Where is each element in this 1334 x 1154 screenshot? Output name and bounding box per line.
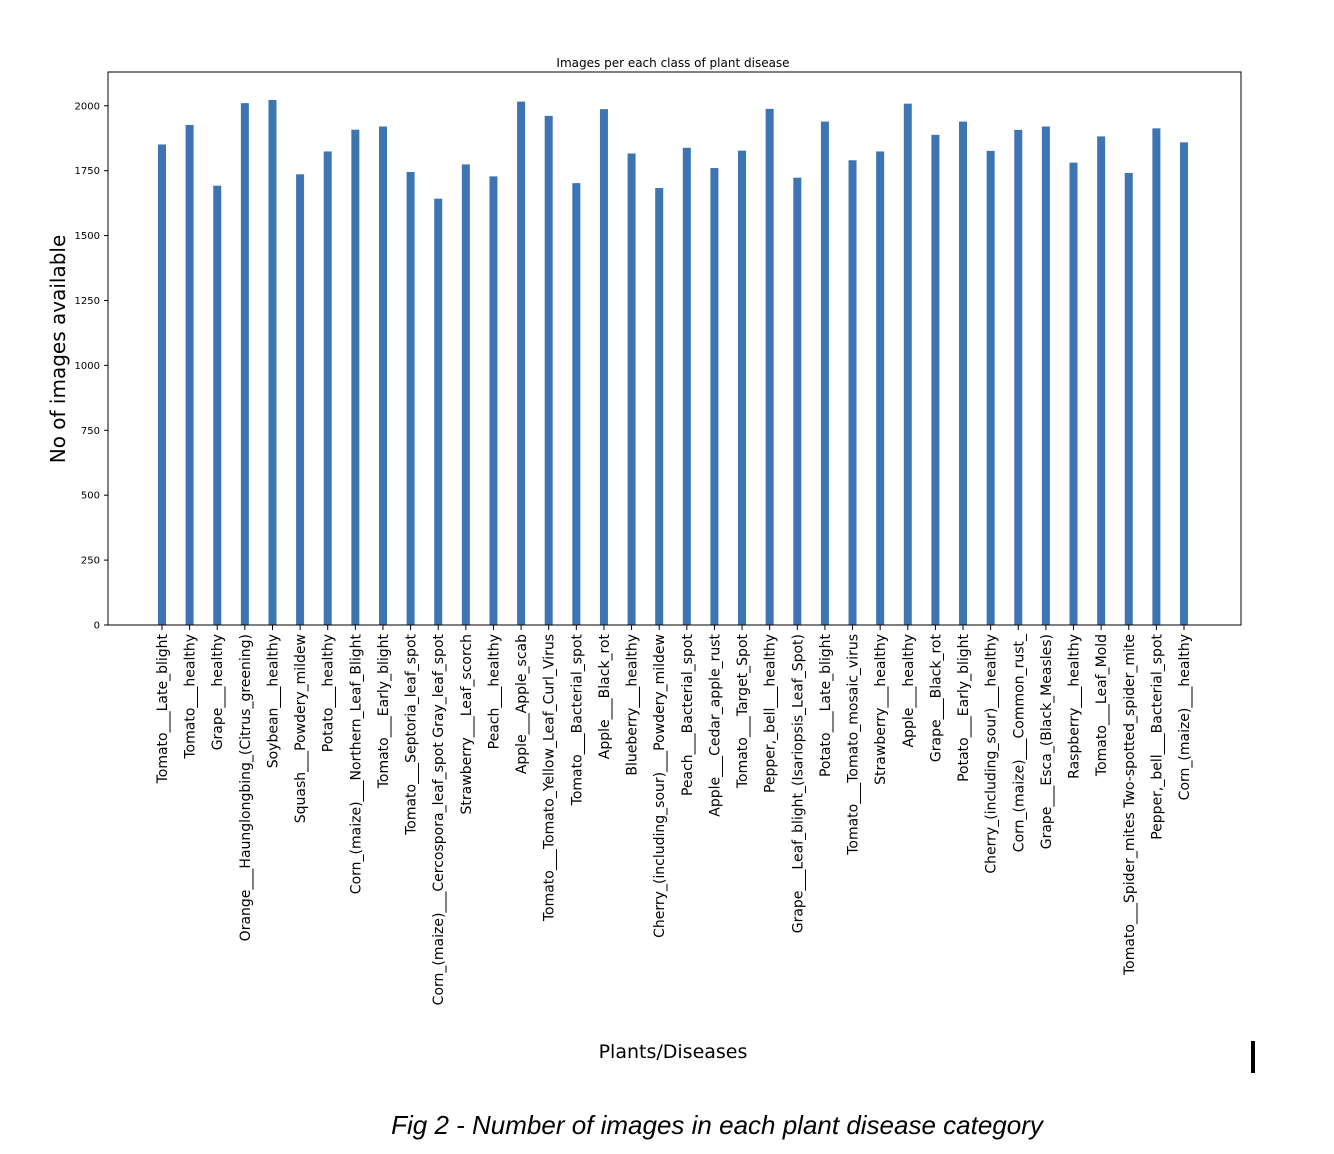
x-tick-label: Raspberry___healthy: [1067, 634, 1083, 779]
bar-15: [572, 183, 581, 625]
bar-21: [738, 150, 747, 626]
bar-22: [765, 108, 774, 626]
bar-13: [517, 101, 526, 626]
bar-10: [434, 198, 443, 625]
chart-title: Images per each class of plant disease: [556, 56, 789, 70]
x-tick-label: Tomato___Target_Spot: [735, 633, 751, 789]
x-axis: Tomato___Late_blight Tomato___healthy Grap…: [155, 625, 1193, 1005]
bar-32: [1041, 126, 1050, 626]
y-axis: 0 250 500 750 1000 1250 1500 1750 2000: [75, 101, 108, 632]
x-tick-label: Tomato___Spider_mites Two-spotted_spider…: [1122, 634, 1138, 976]
bar-16: [599, 109, 608, 625]
y-tick-label: 2000: [75, 101, 100, 112]
x-tick-label: Pepper,_bell___Bacterial_spot: [1149, 633, 1165, 839]
bar-27: [903, 103, 912, 626]
x-tick-label: Apple___Black_rot: [597, 633, 613, 759]
bar-17: [627, 153, 636, 625]
x-tick-label: Orange___Haunglongbing_(Citrus_greening): [238, 634, 254, 941]
bar-23: [793, 177, 802, 626]
x-tick-label: Corn_(maize)___Cercospora_leaf_spot Gray…: [431, 633, 447, 1005]
y-tick-label: 250: [81, 556, 100, 567]
x-tick-label: Pepper,_bell___healthy: [763, 634, 779, 793]
bar-31: [1014, 129, 1023, 625]
bar-24: [820, 121, 829, 625]
bar-2: [213, 185, 222, 625]
bar-18: [655, 188, 664, 626]
bar-29: [959, 121, 968, 625]
bar-9: [406, 171, 415, 625]
bar-12: [489, 176, 498, 625]
bar-33: [1069, 162, 1078, 626]
x-tick-label: Corn_(maize)___Common_rust_: [1011, 633, 1027, 852]
bars-group: [158, 100, 1188, 626]
x-tick-label: Tomato___healthy: [183, 634, 199, 760]
bar-25: [848, 160, 857, 625]
bar-4: [268, 100, 277, 626]
bar-5: [296, 174, 305, 626]
bar-20: [710, 168, 719, 625]
x-tick-label: Tomato___Early_blight: [376, 633, 392, 789]
x-tick-label: Peach___healthy: [486, 634, 502, 749]
bar-26: [876, 151, 885, 625]
y-tick-label: 750: [81, 426, 100, 437]
bar-30: [986, 150, 995, 625]
text-cursor: [1251, 1041, 1255, 1073]
x-tick-label: Cherry_(including_sour)___healthy: [984, 634, 1000, 874]
x-tick-label: Tomato___Tomato_mosaic_virus: [846, 634, 862, 856]
x-tick-label: Tomato___Leaf_Mold: [1094, 634, 1110, 777]
y-tick-label: 0: [94, 621, 100, 632]
x-tick-label: Grape___Esca_(Black_Measles): [1039, 634, 1055, 849]
x-tick-label: Cherry_(including_sour)___Powdery_mildew: [652, 634, 668, 938]
y-axis-label: No of images available: [46, 235, 70, 464]
bar-19: [682, 147, 691, 625]
x-tick-label: Apple___Apple_scab: [514, 634, 530, 774]
x-tick-label: Potato___Early_blight: [956, 633, 972, 781]
x-tick-label: Corn_(maize)___Northern_Leaf_Blight: [348, 634, 364, 895]
x-tick-label: Potato___healthy: [321, 634, 337, 752]
y-tick-label: 1750: [75, 166, 100, 177]
x-tick-label: Apple___Cedar_apple_rust: [707, 633, 723, 816]
x-tick-label: Strawberry___healthy: [873, 634, 889, 785]
bar-chart: Images per each class of plant disease 0…: [46, 56, 1242, 1063]
bar-1: [185, 124, 194, 626]
bar-7: [351, 129, 360, 625]
bar-35: [1124, 172, 1133, 626]
figure-caption: Fig 2 - Number of images in each plant d…: [391, 1110, 1043, 1140]
bar-37: [1180, 142, 1188, 626]
y-tick-label: 1500: [75, 231, 100, 242]
bar-36: [1152, 128, 1161, 625]
x-tick-label: Apple___healthy: [901, 634, 917, 747]
x-axis-label: Plants/Diseases: [599, 1041, 748, 1063]
y-tick-label: 500: [81, 491, 100, 502]
bar-11: [461, 164, 470, 625]
bar-14: [544, 115, 553, 625]
bar-3: [240, 103, 249, 625]
x-tick-label: Soybean___healthy: [265, 634, 281, 768]
bar-0: [158, 144, 166, 625]
x-tick-label: Tomato___Tomato_Yellow_Leaf_Curl_Virus: [542, 634, 558, 922]
x-tick-label: Grape___Leaf_blight_(Isariopsis_Leaf_Spo…: [790, 634, 806, 933]
x-tick-label: Strawberry___Leaf_scorch: [459, 634, 475, 814]
x-tick-label: Tomato___Septoria_leaf_spot: [404, 633, 420, 835]
x-tick-label: Tomato___Bacterial_spot: [569, 633, 585, 806]
x-tick-label: Squash___Powdery_mildew: [293, 634, 309, 823]
y-tick-label: 1000: [75, 361, 100, 372]
bar-34: [1097, 136, 1106, 625]
plot-frame: [107, 71, 1242, 626]
bar-28: [931, 134, 940, 625]
x-tick-label: Peach___Bacterial_spot: [680, 633, 696, 796]
x-tick-label: Corn_(maize)___healthy: [1177, 634, 1193, 800]
x-tick-label: Blueberry___healthy: [625, 634, 641, 776]
x-tick-label: Potato___Late_blight: [818, 633, 834, 777]
x-tick-label: Grape___healthy: [210, 634, 226, 750]
y-tick-label: 1250: [75, 296, 100, 307]
bar-8: [378, 126, 387, 626]
x-tick-label: Tomato___Late_blight: [155, 633, 171, 784]
x-tick-label: Grape___Black_rot: [928, 634, 944, 763]
bar-6: [323, 151, 332, 625]
